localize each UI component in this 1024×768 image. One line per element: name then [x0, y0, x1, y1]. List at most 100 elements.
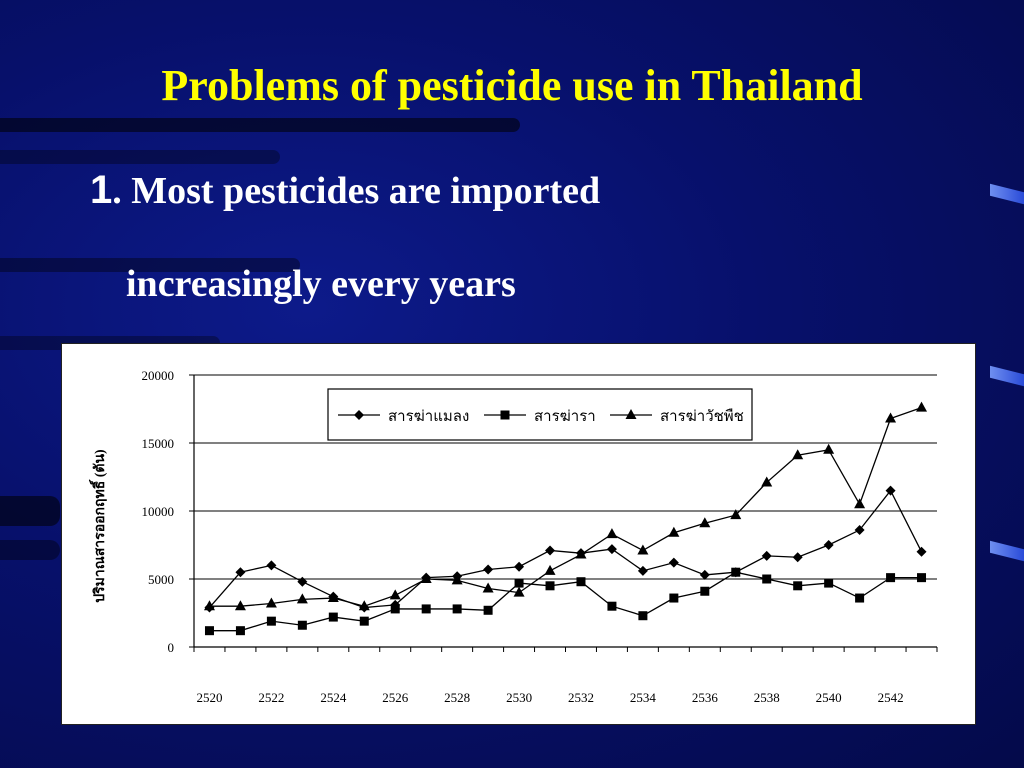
- series-line: [209, 407, 922, 607]
- chart-legend: สารฆ่าแมลง สารฆ่ารา สารฆ่าวัชพืช: [327, 388, 753, 441]
- x-tick-label: 2528: [444, 690, 470, 705]
- x-tick-label: 2534: [630, 690, 657, 705]
- data-point-diamond: [637, 565, 648, 576]
- data-point-triangle: [234, 600, 246, 611]
- data-point-square: [514, 578, 524, 588]
- data-point-square: [204, 626, 214, 636]
- series-line: [209, 571, 922, 632]
- data-point-triangle: [420, 573, 432, 583]
- data-point-square: [793, 581, 803, 591]
- data-point-triangle: [730, 509, 742, 520]
- data-point-diamond: [823, 540, 834, 550]
- data-point-triangle: [482, 582, 494, 593]
- data-point-square: [638, 611, 648, 621]
- data-point-square: [452, 604, 462, 614]
- data-point-triangle: [544, 564, 556, 575]
- x-tick-label: 2524: [320, 690, 347, 705]
- data-point-square: [607, 601, 617, 611]
- point-text-line1: . Most pesticides are imported: [112, 170, 601, 212]
- data-point-triangle: [575, 548, 587, 559]
- side-decoration: [990, 183, 1024, 205]
- data-point-diamond: [699, 569, 710, 580]
- data-point-square: [421, 604, 431, 614]
- legend-label: สารฆ่าแมลง: [388, 409, 469, 425]
- data-point-triangle: [792, 449, 804, 460]
- data-point-triangle: [885, 412, 897, 423]
- x-tick-label: 2536: [692, 690, 719, 705]
- data-point-square: [669, 593, 679, 603]
- side-decoration: [990, 365, 1024, 387]
- data-point-triangle: [668, 526, 680, 537]
- data-point-square: [886, 573, 896, 583]
- data-point-square: [297, 620, 307, 630]
- data-point-square: [731, 567, 741, 577]
- data-point-triangle: [358, 600, 370, 611]
- background-streak: [0, 150, 280, 164]
- data-point-triangle: [823, 443, 835, 454]
- data-point-triangle: [296, 593, 308, 604]
- data-point-diamond: [354, 410, 364, 420]
- data-point-triangle: [854, 498, 866, 509]
- series-square: [204, 567, 927, 636]
- data-point-diamond: [545, 545, 556, 556]
- data-point-diamond: [266, 560, 277, 571]
- point-text-line2: increasingly every years: [126, 263, 516, 305]
- point-number: 1: [90, 168, 113, 212]
- background-streak: [0, 540, 60, 560]
- data-point-square: [266, 616, 276, 626]
- x-tick-label: 2542: [878, 690, 904, 705]
- data-point-triangle: [625, 409, 637, 419]
- data-point-triangle: [389, 589, 401, 600]
- legend-label: สารฆ่าวัชพืช: [660, 408, 744, 425]
- data-point-diamond: [514, 561, 525, 572]
- series-line: [208, 489, 923, 609]
- data-point-triangle: [606, 528, 618, 539]
- bullet-point: 1. Most pesticides are imported increasi…: [90, 168, 601, 305]
- x-tick-label: 2532: [568, 690, 594, 705]
- data-point-triangle: [916, 401, 928, 412]
- data-point-square: [824, 578, 834, 588]
- background-streak: [0, 118, 520, 132]
- y-tick-label: 0: [168, 640, 175, 655]
- data-point-square: [500, 410, 510, 420]
- data-point-diamond: [885, 485, 896, 496]
- y-tick-label: 10000: [142, 504, 175, 519]
- data-point-square: [390, 604, 400, 614]
- legend-box: [327, 388, 753, 441]
- data-point-diamond: [483, 564, 494, 575]
- data-point-diamond: [297, 576, 308, 587]
- y-tick-label: 5000: [148, 572, 174, 587]
- x-tick-label: 2520: [196, 690, 222, 705]
- data-point-diamond: [668, 557, 679, 568]
- data-point-square: [545, 581, 555, 591]
- data-point-diamond: [606, 544, 617, 555]
- y-tick-label: 15000: [142, 436, 175, 451]
- slide-title: Problems of pesticide use in Thailand: [161, 61, 863, 110]
- legend-label: สารฆ่ารา: [534, 409, 596, 425]
- side-decoration: [990, 540, 1024, 562]
- data-point-triangle: [327, 592, 339, 603]
- x-tick-label: 2522: [258, 690, 284, 705]
- data-point-diamond: [916, 546, 927, 557]
- background-streak: [0, 496, 60, 526]
- data-point-square: [700, 586, 710, 596]
- line-chart: 0 5000 10000 15000 20000 2520 2522 2524 2526 2528…: [88, 368, 938, 705]
- x-tick-label: 2540: [816, 690, 842, 705]
- data-point-square: [855, 593, 865, 603]
- data-point-triangle: [513, 586, 525, 597]
- data-point-triangle: [265, 597, 277, 608]
- data-point-square: [762, 574, 772, 584]
- data-point-square: [917, 573, 927, 583]
- data-point-square: [235, 626, 245, 636]
- x-tick-label: 2530: [506, 690, 532, 705]
- data-point-triangle: [451, 574, 463, 585]
- y-tick-label: 20000: [142, 368, 175, 383]
- data-point-square: [328, 612, 338, 622]
- series-triangle: [203, 401, 928, 611]
- background-streak: [0, 258, 300, 272]
- data-point-diamond: [761, 550, 772, 561]
- data-point-triangle: [761, 476, 773, 487]
- data-point-square: [483, 605, 493, 615]
- chart-panel: 0 5000 10000 15000 20000 2520 2522 2524 2526 2528…: [61, 343, 976, 725]
- x-tick-label: 2526: [382, 690, 409, 705]
